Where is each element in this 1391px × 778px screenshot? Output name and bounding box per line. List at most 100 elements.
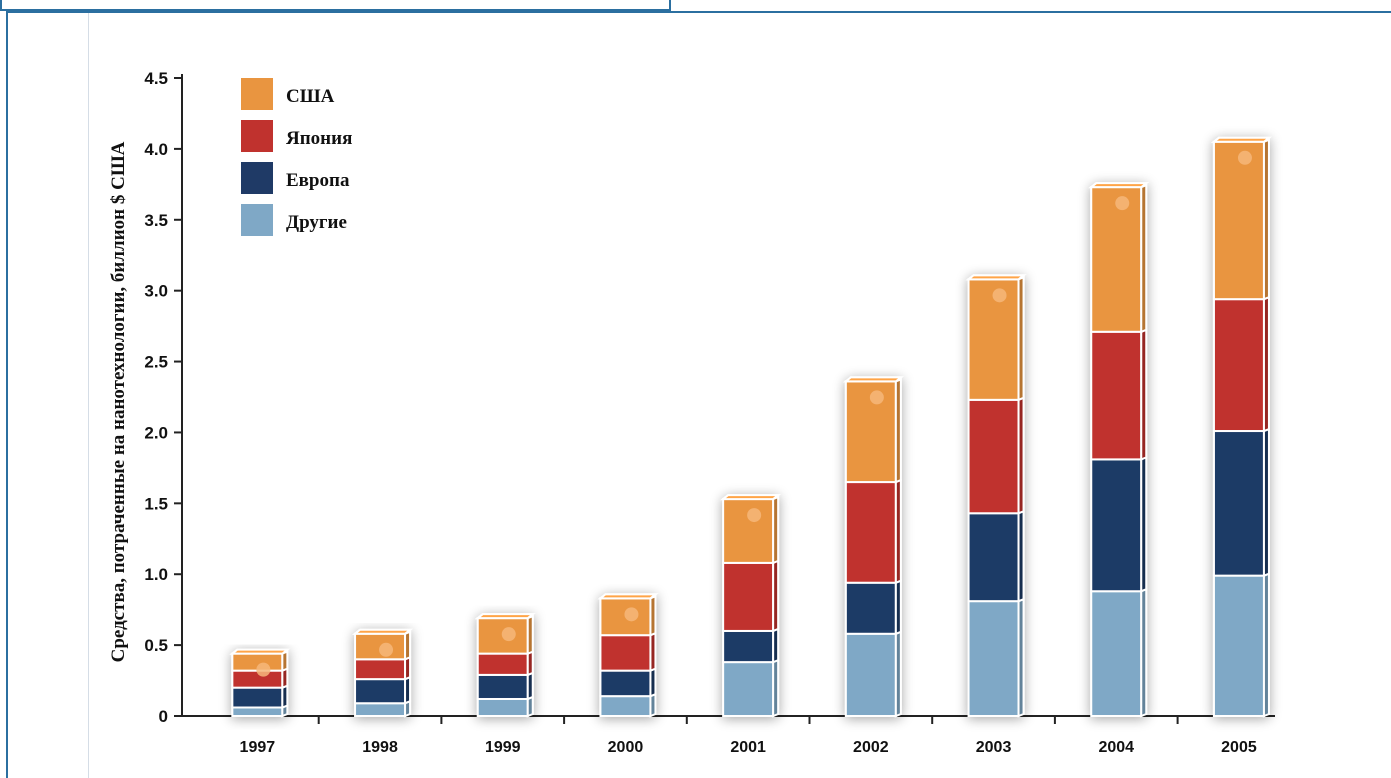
bar-segment-side — [281, 650, 289, 673]
y-tick-label: 2.0 — [144, 423, 168, 442]
bar-segment — [231, 706, 284, 718]
bar-highlight — [869, 390, 884, 405]
bar-segment — [967, 512, 1020, 603]
bar-segment — [844, 481, 897, 584]
y-tick-label: 1.5 — [144, 494, 168, 513]
legend-label: Япония — [286, 128, 352, 149]
bar-segment-side — [772, 559, 780, 633]
bar-segment — [599, 669, 652, 698]
bar-segment-side — [404, 675, 412, 705]
bar-segment-side — [1017, 275, 1025, 402]
x-tick-label: 2001 — [730, 739, 766, 756]
bar-segment — [967, 398, 1020, 515]
legend-swatch — [241, 162, 273, 194]
bar-top — [597, 593, 659, 600]
bar-stack-2004 — [1088, 182, 1150, 718]
bar-segment-side — [894, 630, 902, 718]
bar-segment-side — [649, 594, 657, 637]
x-tick-label: 2003 — [976, 739, 1012, 756]
bar-highlight — [624, 607, 639, 622]
y-axis-title: Средства, потраченные на нанотехнологии,… — [108, 141, 129, 662]
bar-segment-side — [894, 579, 902, 636]
bar-segment — [476, 673, 529, 700]
bar-segment — [722, 661, 775, 718]
bar-segment-side — [894, 377, 902, 484]
bar-highlight — [1237, 150, 1252, 165]
bar-segment-side — [526, 614, 534, 656]
x-tick-label: 2004 — [1098, 739, 1134, 756]
y-tick-label: 3.0 — [144, 282, 168, 301]
bar-segment-side — [404, 630, 412, 661]
y-axis: 0 0.5 1.0 1.5 2.0 2.5 3.0 3.5 4.0 4.5 — [144, 69, 183, 726]
bar-segment — [967, 600, 1020, 717]
bar-segment-side — [649, 631, 657, 673]
bar-segment — [1090, 458, 1143, 593]
bar-stack-1999 — [474, 613, 536, 718]
legend: США Япония Европа Другие — [241, 78, 352, 236]
bar-highlight — [992, 288, 1007, 303]
bar-segment — [844, 581, 897, 635]
bar-segment — [722, 498, 775, 564]
bar-top — [1088, 182, 1150, 189]
bar-segment — [1090, 330, 1143, 461]
y-tick-label: 1.0 — [144, 565, 168, 584]
x-tick-label: 2002 — [853, 739, 889, 756]
bar-segment-side — [1017, 597, 1025, 718]
bar-stack-2005 — [1211, 136, 1272, 718]
bar-segment — [1212, 430, 1265, 577]
bar-segment — [844, 632, 897, 717]
bar-segment — [599, 634, 652, 672]
legend-swatch — [241, 204, 273, 236]
bar-top — [474, 613, 536, 620]
y-tick-label: 4.0 — [144, 140, 168, 159]
bar-segment-side — [772, 495, 780, 565]
y-tick-label: 3.5 — [144, 211, 168, 230]
bar-segment-side — [1262, 427, 1270, 578]
bar-top — [1211, 136, 1272, 143]
x-tick-label: 1999 — [485, 739, 521, 756]
y-tick-label: 0.5 — [144, 636, 168, 655]
legend-label: Европа — [286, 170, 350, 191]
bar-segment — [354, 658, 407, 681]
bar-top — [720, 494, 782, 501]
bar-stack-2000 — [597, 593, 659, 718]
bar-segment-side — [649, 692, 657, 718]
bar-top — [842, 376, 904, 383]
bar-segment-side — [1140, 455, 1148, 593]
x-axis: 1997 1998 1999 2000 2001 2002 2003 2004 2005 — [182, 715, 1275, 756]
legend-item: Другие — [241, 204, 347, 236]
bar-highlight — [747, 508, 762, 523]
bar-segment — [722, 629, 775, 664]
bar-segment-side — [894, 478, 902, 585]
x-tick-label: 2000 — [608, 739, 644, 756]
bar-segment-side — [1262, 138, 1270, 301]
bar-highlight — [379, 642, 394, 657]
bar-segment-side — [1017, 396, 1025, 515]
legend-swatch — [241, 78, 273, 110]
legend-label: США — [286, 86, 335, 107]
bars — [229, 136, 1272, 718]
bar-stack-2001 — [720, 494, 782, 718]
bar-highlight — [256, 662, 271, 677]
bar-segment — [1212, 298, 1265, 433]
bar-segment-side — [649, 667, 657, 698]
bar-stack-1997 — [229, 648, 291, 718]
x-tick-label: 1998 — [362, 739, 398, 756]
frame-divider — [88, 13, 89, 778]
bar-segment-side — [1140, 183, 1148, 334]
y-tick-label: 2.5 — [144, 353, 168, 372]
bar-segment-side — [772, 627, 780, 664]
legend-label: Другие — [286, 212, 347, 233]
bar-segment-side — [281, 684, 289, 709]
x-tick-label: 1997 — [240, 739, 276, 756]
bar-highlight — [1115, 196, 1130, 211]
y-tick-label: 0 — [159, 707, 168, 726]
bar-segment-side — [1140, 587, 1148, 718]
legend-item: США — [241, 78, 335, 110]
bar-stack-2003 — [965, 274, 1027, 718]
bar-segment-side — [404, 655, 412, 681]
bar-segment — [599, 695, 652, 718]
bar-top — [229, 648, 291, 655]
bar-segment-side — [1017, 509, 1025, 603]
